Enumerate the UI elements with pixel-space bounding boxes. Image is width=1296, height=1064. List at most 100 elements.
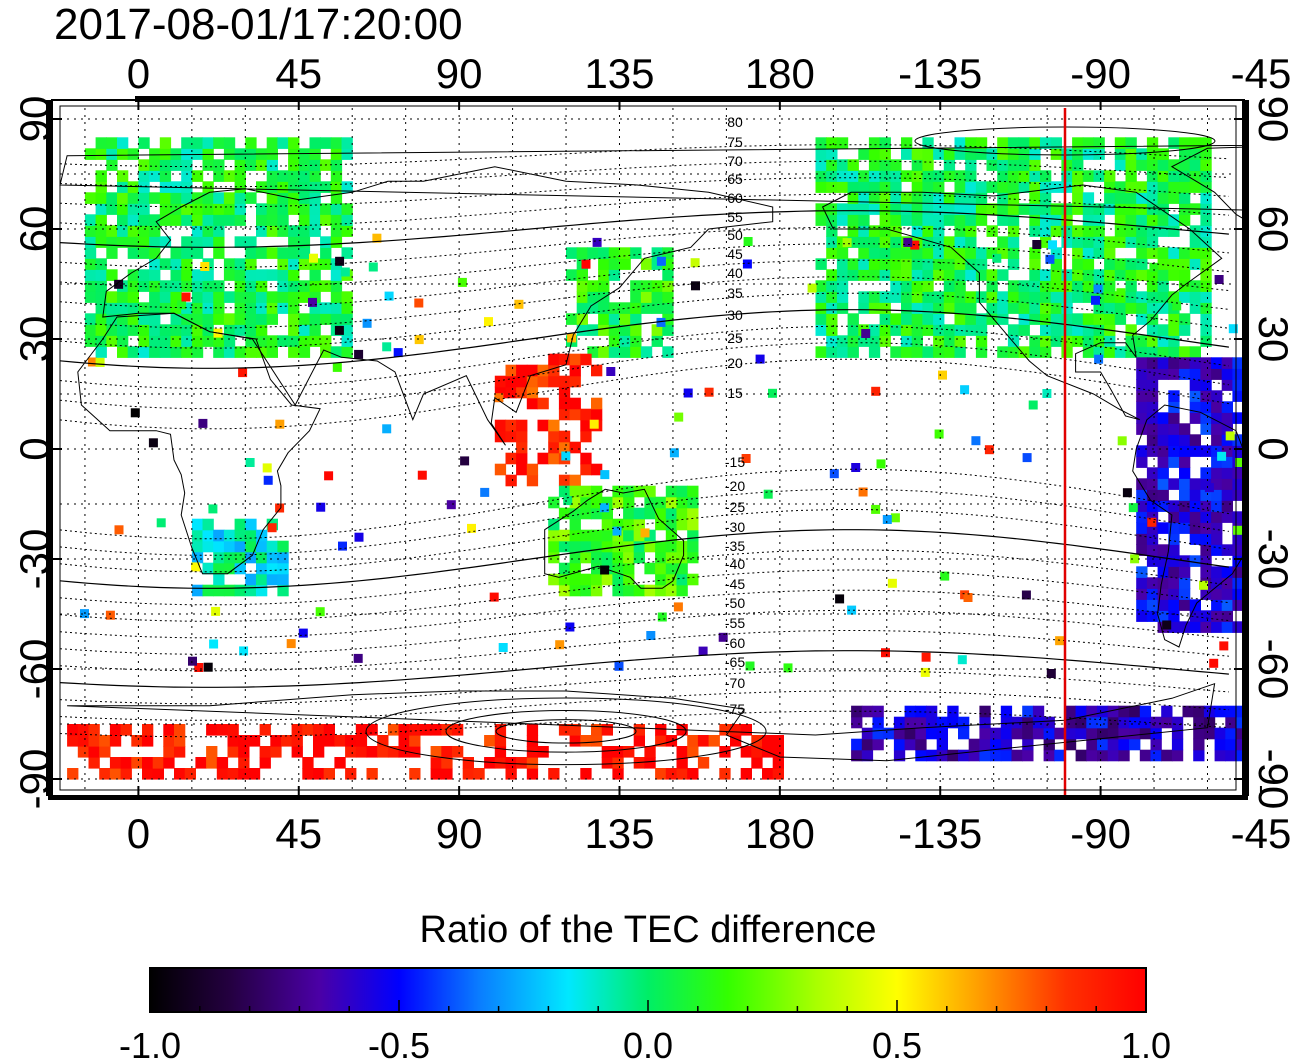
tec-cell bbox=[320, 214, 332, 226]
tec-cell bbox=[526, 375, 539, 388]
tec-cell bbox=[302, 724, 314, 736]
tec-cell bbox=[181, 148, 193, 160]
bottom-border-band bbox=[48, 796, 1248, 800]
tec-cell bbox=[581, 259, 591, 269]
tec-cell bbox=[847, 225, 859, 237]
tec-cell bbox=[537, 419, 549, 432]
tec-cell bbox=[191, 269, 204, 281]
tec-cell bbox=[704, 387, 714, 397]
tec-cell bbox=[601, 724, 613, 736]
tec-cell bbox=[911, 313, 923, 325]
tec-cell bbox=[120, 768, 132, 780]
tec-cell bbox=[633, 507, 645, 520]
tec-cell bbox=[922, 324, 934, 336]
tec-cell bbox=[1179, 192, 1191, 204]
tec-cell bbox=[1203, 727, 1216, 740]
tec-cell bbox=[719, 768, 731, 780]
tec-cell bbox=[277, 335, 289, 347]
tec-cell bbox=[1146, 478, 1159, 490]
tec-cell bbox=[467, 523, 476, 533]
tec-cell bbox=[1040, 170, 1052, 182]
tec-cell bbox=[751, 757, 763, 769]
tec-cell bbox=[1157, 456, 1169, 468]
tec-cell bbox=[1189, 401, 1201, 413]
tec-cell bbox=[640, 346, 653, 358]
tec-cell bbox=[1072, 225, 1084, 237]
tec-cell bbox=[576, 302, 588, 314]
tec-cell bbox=[1125, 225, 1137, 237]
tec-cell bbox=[330, 280, 343, 292]
tec-cell bbox=[1200, 159, 1212, 171]
tec-cell bbox=[127, 181, 139, 193]
tec-cell bbox=[911, 335, 923, 347]
tec-cell bbox=[1104, 170, 1116, 182]
tec-cell bbox=[815, 280, 827, 292]
tec-cell bbox=[1082, 148, 1095, 160]
tec-cell bbox=[95, 357, 105, 367]
tec-cell bbox=[181, 269, 193, 281]
tec-cell bbox=[320, 346, 332, 358]
tec-cell bbox=[687, 518, 699, 531]
tec-cell bbox=[1029, 291, 1041, 303]
tec-cell bbox=[676, 540, 688, 553]
tec-cell bbox=[277, 214, 289, 226]
tec-cell bbox=[567, 333, 577, 343]
tec-cell bbox=[223, 214, 236, 226]
tec-cell bbox=[95, 203, 107, 215]
tec-cell bbox=[393, 348, 403, 358]
tec-cell bbox=[330, 313, 343, 325]
tec-cell bbox=[1150, 716, 1162, 729]
tec-cell bbox=[933, 192, 945, 204]
tec-cell bbox=[181, 236, 193, 248]
tec-cell bbox=[619, 247, 631, 259]
mlat-contour bbox=[59, 488, 1229, 556]
tec-cell bbox=[256, 346, 268, 358]
tec-cell bbox=[633, 584, 645, 597]
tec-cell bbox=[298, 324, 311, 336]
mlat-contour bbox=[59, 309, 1229, 369]
tec-cell bbox=[170, 247, 182, 259]
tec-cell bbox=[890, 280, 902, 292]
tec-cell bbox=[1232, 379, 1244, 391]
tec-cell bbox=[861, 727, 874, 740]
tec-cell bbox=[256, 247, 268, 259]
tec-cell bbox=[548, 768, 560, 780]
colorbar-tick-label: -0.5 bbox=[368, 1025, 430, 1064]
tec-cell bbox=[256, 225, 268, 237]
tec-cell bbox=[354, 532, 364, 542]
tec-cell bbox=[662, 324, 674, 336]
tec-cell bbox=[954, 280, 966, 292]
tec-cell bbox=[879, 269, 891, 281]
tec-cell bbox=[745, 661, 755, 671]
tec-cell bbox=[1221, 445, 1233, 457]
tec-cell bbox=[986, 302, 998, 314]
colorbar-tick-label: 0.0 bbox=[623, 1025, 673, 1064]
tec-cell bbox=[234, 291, 246, 303]
contour-label: -50 bbox=[725, 595, 745, 611]
tec-cell bbox=[1232, 478, 1244, 490]
tec-cell bbox=[558, 474, 571, 487]
tec-cell bbox=[851, 463, 861, 472]
tec-cell bbox=[1136, 368, 1148, 380]
tec-cell bbox=[1018, 170, 1030, 182]
tec-cell bbox=[238, 368, 248, 378]
tec-cell bbox=[879, 170, 891, 182]
tec-cell bbox=[890, 291, 902, 303]
tec-cell bbox=[1157, 302, 1169, 314]
tec-cell bbox=[181, 247, 193, 259]
tec-cell bbox=[1136, 478, 1148, 490]
tec-cell bbox=[127, 247, 139, 259]
tec-cell bbox=[340, 267, 350, 277]
tec-cell bbox=[256, 181, 268, 193]
tec-cell bbox=[320, 247, 332, 259]
tec-cell bbox=[537, 397, 549, 410]
tec-cell bbox=[1050, 324, 1062, 336]
tec-cell bbox=[95, 302, 107, 314]
tec-cell bbox=[1146, 247, 1159, 259]
tec-cell bbox=[174, 735, 186, 747]
tec-cell bbox=[227, 746, 239, 758]
tec-cell bbox=[835, 594, 845, 604]
y-tick-label-left: -90 bbox=[11, 749, 58, 810]
tec-cell bbox=[114, 279, 124, 289]
tec-cell bbox=[1171, 716, 1184, 729]
